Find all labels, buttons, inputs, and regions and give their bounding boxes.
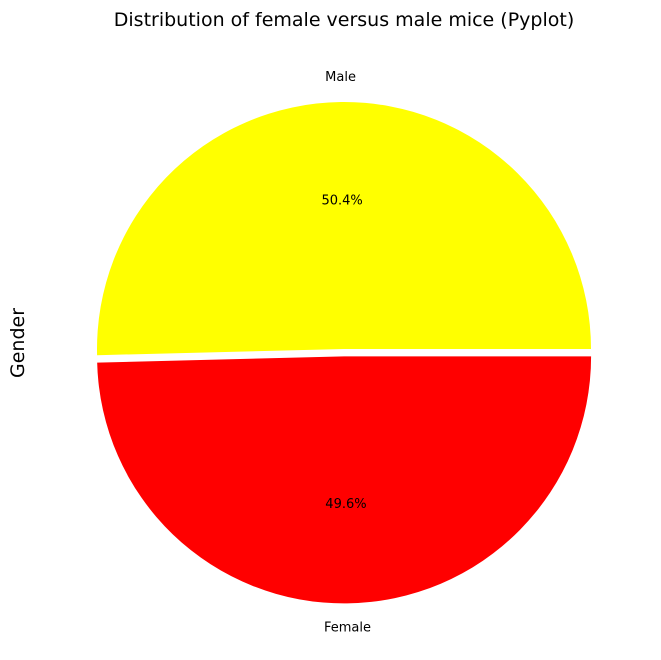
slice-label-female: Female xyxy=(324,621,371,636)
pie-labels: Male 50.4% Female 49.6% xyxy=(321,70,371,636)
pie-slice-male xyxy=(96,101,591,356)
pie-slices xyxy=(96,101,592,604)
percent-label-female: 49.6% xyxy=(325,497,366,512)
percent-label-male: 50.4% xyxy=(321,193,362,208)
chart-title: Distribution of female versus male mice … xyxy=(114,9,574,31)
slice-label-male: Male xyxy=(325,70,356,85)
y-axis-label: Gender xyxy=(7,308,29,378)
pie-slice-female xyxy=(97,356,592,604)
